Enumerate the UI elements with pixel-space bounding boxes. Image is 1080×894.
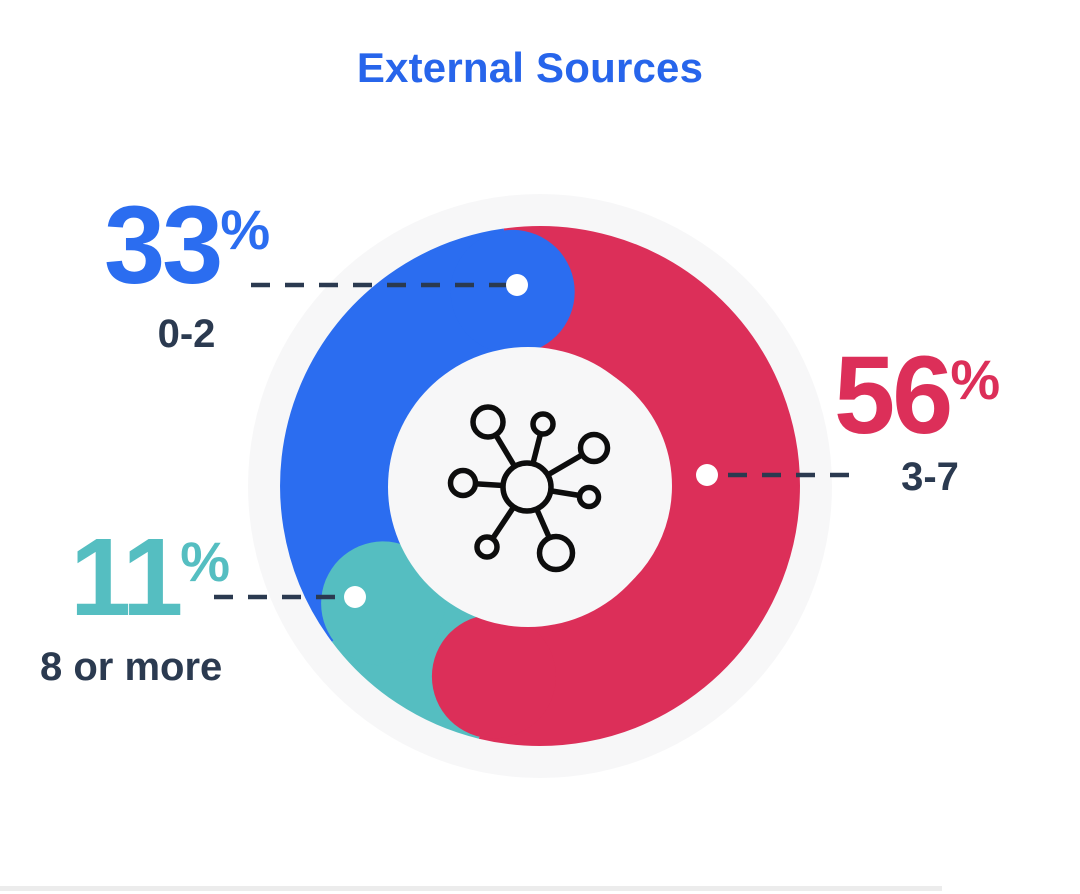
percent-sign: %: [180, 530, 231, 593]
node-circle: [447, 467, 479, 499]
network-hub-icon: [447, 404, 611, 573]
chart-title: External Sources: [356, 44, 704, 91]
node-circle: [576, 484, 602, 510]
node-circle: [474, 534, 500, 560]
donut-segment-cap-8-or-more: [321, 541, 446, 666]
node-circle: [577, 431, 611, 465]
node-circle: [530, 411, 556, 437]
callout-label-0-2: 0-2: [157, 312, 216, 356]
node-circle: [536, 533, 576, 573]
callout-label-8-or-more: 8 or more: [40, 645, 223, 689]
section-divider-bar: [0, 886, 942, 891]
callout-value-8-or-more: 11%: [70, 523, 230, 633]
donut-segments: [280, 226, 800, 746]
leader-dot-8-or-more: [344, 586, 366, 608]
callout-value-0-2: 33%: [104, 191, 270, 301]
leader-dot-0-2: [506, 274, 528, 296]
percent-sign: %: [220, 198, 271, 261]
node-circle: [470, 404, 506, 440]
hub-circle: [500, 460, 554, 514]
percent-sign: %: [950, 348, 1001, 411]
donut-segment-3-7: [478, 226, 800, 746]
callout-value-3-7: 56%: [834, 341, 1000, 451]
percent-value: 56: [834, 334, 953, 457]
percent-value: 11: [70, 516, 183, 639]
percent-value: 33: [104, 184, 223, 307]
donut-segment-cap-3-7: [431, 614, 556, 739]
leader-dot-3-7: [696, 464, 718, 486]
callout-label-3-7: 3-7: [901, 455, 959, 499]
